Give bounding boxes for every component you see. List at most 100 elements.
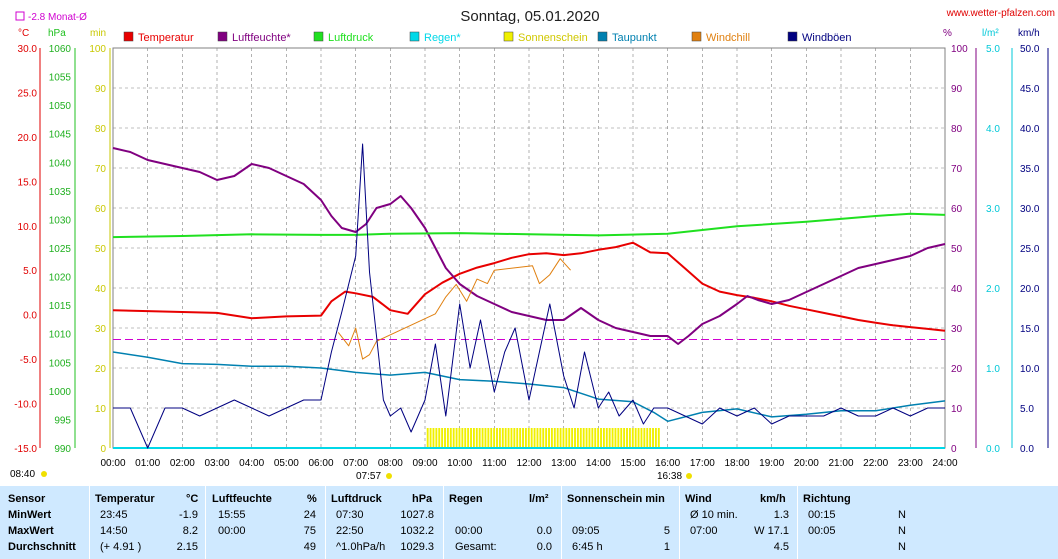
legend-swatch [217, 31, 228, 42]
stat-rain-time: Gesamt: [455, 541, 497, 553]
unit-rain: l/m² [982, 28, 999, 39]
x-tick-label: 18:00 [724, 458, 749, 469]
sunshine-bar [536, 428, 539, 448]
stat-wind-val: W 17.1 [754, 525, 789, 537]
y-tick-label-wind: 0.0 [1020, 444, 1034, 455]
y-tick-label-sun: 70 [95, 164, 107, 175]
sunshine-bar [594, 428, 597, 448]
sunshine-bar [516, 428, 519, 448]
sunshine-bar [631, 428, 634, 448]
series-lines [112, 143, 946, 449]
legend-swatch [787, 31, 798, 42]
stat-press-time: 07:30 [336, 509, 364, 521]
x-tick-label: 09:00 [412, 458, 437, 469]
y-tick-label-wind: 35.0 [1020, 164, 1040, 175]
sunshine-bar [501, 428, 504, 448]
site-link[interactable]: www.wetter-pfalzen.com [946, 8, 1055, 19]
sunshine-bar [611, 428, 614, 448]
sunshine-bar [646, 428, 649, 448]
y-tick-label-humidity: 100 [951, 44, 968, 55]
stat-rain-val: 0.0 [536, 541, 552, 553]
sunshine-bar [432, 428, 435, 448]
daylength-label: 08:40 [10, 469, 35, 480]
header-wind-unit: km/h [760, 493, 786, 505]
stat-hum-val: 49 [303, 541, 316, 553]
legend-swatch [313, 31, 324, 42]
sunshine-bar [600, 428, 602, 448]
y-tick-label-sun: 90 [95, 84, 107, 95]
y-tick-label-sun: 40 [95, 284, 107, 295]
stat-hum-val: 75 [303, 525, 316, 537]
y-tick-label-pressure: 1050 [49, 101, 72, 112]
sunshine-bar [458, 428, 461, 448]
sunshine-bar [504, 428, 507, 448]
header-direction: Richtung [803, 493, 851, 505]
x-tick-label: 13:00 [551, 458, 576, 469]
y-tick-label-rain: 3.0 [986, 204, 1000, 215]
sunset-sun-icon [686, 473, 692, 479]
y-tick-label-pressure: 1000 [49, 387, 72, 398]
sunshine-bar [565, 428, 568, 448]
header-pressure-unit: hPa [412, 493, 433, 505]
legend-swatch [123, 31, 134, 42]
y-tick-label-rain: 0.0 [986, 444, 1000, 455]
sunshine-bar [493, 428, 496, 448]
stat-temp-val: -1.9 [179, 509, 198, 521]
sunshine-bar [472, 428, 475, 448]
x-tick-label: 06:00 [308, 458, 333, 469]
x-tick-label: 16:00 [655, 458, 680, 469]
series-line-luftdruck [112, 212, 946, 239]
x-tick-label: 17:00 [690, 458, 715, 469]
sunshine-bar [484, 428, 487, 448]
stat-hum-val: 24 [303, 509, 316, 521]
series-line-windchill [337, 258, 571, 360]
header-temp: Temperatur [95, 493, 155, 505]
sunshine-bar [510, 428, 513, 448]
sunshine-bar [478, 428, 481, 448]
y-tick-label-wind: 20.0 [1020, 284, 1040, 295]
sunshine-bar [568, 428, 571, 448]
stat-dir-val: N [898, 541, 906, 553]
x-tick-label: 02:00 [170, 458, 195, 469]
sunshine-bar [617, 428, 620, 448]
y-tick-label-sun: 60 [95, 204, 107, 215]
y-tick-label-wind: 10.0 [1020, 364, 1040, 375]
y-tick-label-wind: 25.0 [1020, 244, 1040, 255]
y-tick-label-wind: 40.0 [1020, 124, 1040, 135]
y-tick-label-pressure: 990 [54, 444, 71, 455]
header-rain-unit: l/m² [529, 493, 549, 505]
y-tick-label-pressure: 995 [54, 415, 71, 426]
legend-label: Sonnenschein [518, 32, 588, 44]
x-tick-label: 05:00 [274, 458, 299, 469]
x-tick-label: 12:00 [516, 458, 541, 469]
sunshine-bar [452, 428, 455, 448]
y-tick-label-rain: 1.0 [986, 364, 1000, 375]
sunshine-bar [435, 428, 438, 448]
x-tick-label: 00:00 [100, 458, 125, 469]
y-tick-label-humidity: 40 [951, 284, 963, 295]
stat-wind-time: 07:00 [690, 525, 718, 537]
stat-dir-val: N [898, 525, 906, 537]
sunshine-bar [654, 428, 657, 448]
y-tick-label-temp: -15.0 [14, 444, 37, 455]
sunshine-bar [562, 428, 565, 448]
y-tick-label-rain: 5.0 [986, 44, 1000, 55]
x-tick-label: 14:00 [586, 458, 611, 469]
header-temp-unit: °C [186, 493, 199, 505]
x-tick-label: 15:00 [620, 458, 645, 469]
y-tick-label-pressure: 1030 [49, 215, 72, 226]
sunshine-bar [496, 428, 498, 448]
stat-wind-time: Ø 10 min. [690, 509, 738, 521]
y-tick-label-sun: 100 [89, 44, 106, 55]
sunshine-bar [429, 428, 432, 448]
sunshine-bar [657, 428, 660, 448]
x-tick-label: 08:00 [378, 458, 403, 469]
sun-icon [41, 471, 47, 477]
stat-rain-val: 0.0 [536, 525, 552, 537]
sunshine-bar [533, 428, 536, 448]
y-tick-label-wind: 15.0 [1020, 324, 1040, 335]
header-wind: Wind [685, 493, 712, 505]
sunshine-bar [585, 428, 588, 448]
series-line-luftfeuchte [112, 147, 946, 345]
y-tick-label-sun: 80 [95, 124, 107, 135]
